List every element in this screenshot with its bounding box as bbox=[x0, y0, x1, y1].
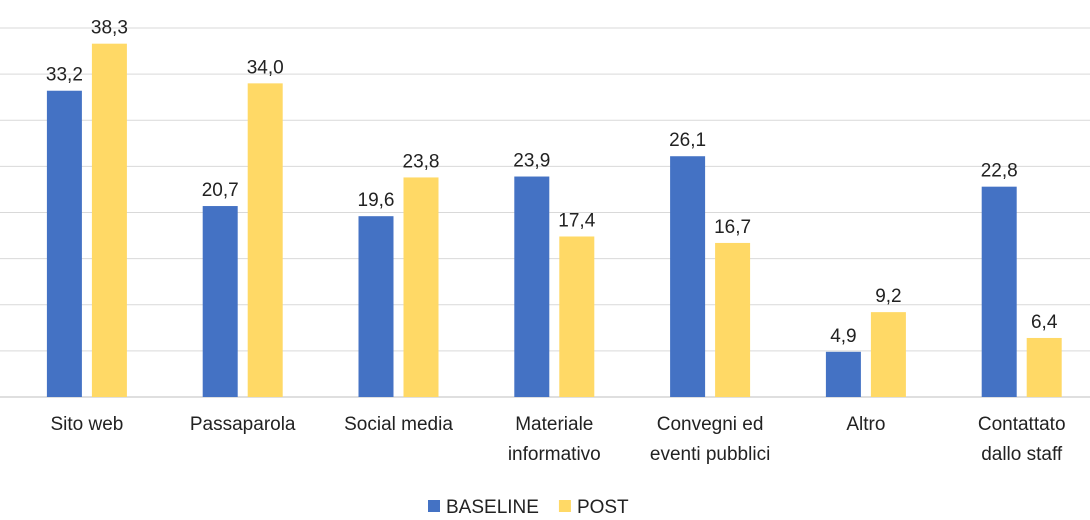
data-label: 6,4 bbox=[1031, 312, 1058, 333]
data-label: 19,6 bbox=[358, 190, 395, 211]
bar bbox=[715, 242, 751, 397]
bar bbox=[46, 90, 82, 397]
bar bbox=[358, 216, 394, 397]
x-tick-label: Materiale informativo bbox=[507, 414, 601, 465]
bar bbox=[870, 312, 906, 397]
data-label: 22,8 bbox=[981, 161, 1018, 182]
data-label: 17,4 bbox=[558, 210, 595, 231]
data-label: 16,7 bbox=[714, 217, 751, 238]
bar bbox=[670, 156, 706, 397]
bar bbox=[202, 206, 238, 397]
x-tick-label: Social media bbox=[344, 414, 453, 435]
data-label: 23,9 bbox=[513, 151, 550, 172]
x-tick-label: Passaparola bbox=[189, 414, 296, 435]
legend-swatch bbox=[558, 500, 571, 512]
legend-label: POST bbox=[577, 497, 629, 518]
data-label: 34,0 bbox=[247, 57, 284, 78]
data-label: 33,2 bbox=[46, 65, 83, 86]
bar bbox=[514, 176, 550, 397]
bar bbox=[91, 43, 127, 398]
x-tick-label: Altro bbox=[846, 414, 886, 435]
data-label: 23,8 bbox=[403, 151, 440, 172]
x-tick-label: Sito web bbox=[50, 414, 124, 435]
data-label: 20,7 bbox=[202, 180, 239, 201]
data-label: 26,1 bbox=[669, 130, 706, 151]
bar bbox=[1026, 337, 1062, 397]
data-label: 9,2 bbox=[875, 286, 901, 307]
x-tick-label: Contattato dallo staff bbox=[977, 414, 1066, 465]
bar bbox=[559, 236, 595, 397]
bar bbox=[825, 351, 861, 397]
legend-swatch bbox=[428, 500, 440, 512]
data-label: 38,3 bbox=[91, 18, 128, 39]
x-tick-label: Convegni ed eventi pubblici bbox=[649, 414, 771, 465]
legend-label: BASELINE bbox=[446, 497, 539, 518]
data-label: 4,9 bbox=[830, 326, 856, 347]
bar bbox=[403, 177, 439, 397]
bar bbox=[981, 186, 1017, 397]
bar bbox=[247, 83, 283, 397]
